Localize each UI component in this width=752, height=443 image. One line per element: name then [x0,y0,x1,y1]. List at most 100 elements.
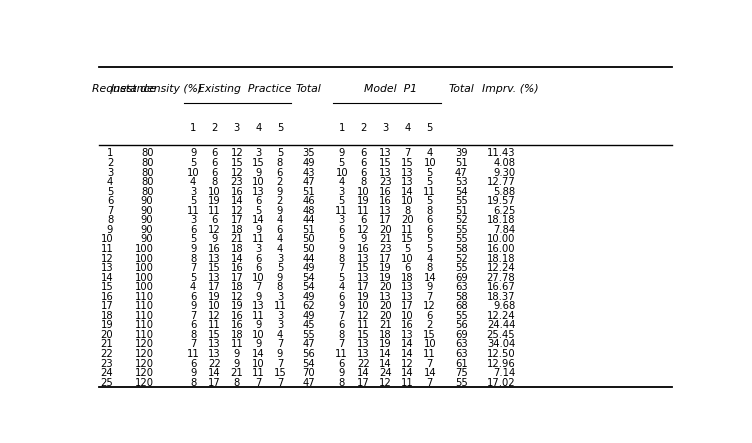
Text: 13: 13 [357,349,369,359]
Text: 52: 52 [455,215,468,225]
Text: 11: 11 [423,349,436,359]
Text: 15: 15 [401,234,414,245]
Text: 39: 39 [455,148,468,159]
Text: 15: 15 [101,282,114,292]
Text: 21: 21 [379,234,392,245]
Text: 25.45: 25.45 [487,330,515,340]
Text: 5.88: 5.88 [493,187,515,197]
Text: 16.00: 16.00 [487,244,515,254]
Text: 13: 13 [252,301,265,311]
Text: 18.18: 18.18 [487,253,515,264]
Text: 14: 14 [230,253,243,264]
Text: 7: 7 [277,358,283,369]
Text: 45: 45 [302,320,315,330]
Text: 120: 120 [135,358,153,369]
Text: 9: 9 [190,368,196,378]
Text: 18.18: 18.18 [487,215,515,225]
Text: 10: 10 [186,167,199,178]
Text: 15: 15 [423,330,436,340]
Text: 5: 5 [426,123,433,133]
Text: 7: 7 [338,263,345,273]
Text: 13: 13 [402,330,414,340]
Text: 24.44: 24.44 [487,320,515,330]
Text: Model  P1: Model P1 [363,84,417,94]
Text: 14: 14 [357,368,369,378]
Text: 55: 55 [455,311,468,321]
Text: 12.96: 12.96 [487,358,515,369]
Text: 23: 23 [379,244,392,254]
Text: 3: 3 [382,123,389,133]
Text: Existing  Practice: Existing Practice [198,84,291,94]
Text: 8: 8 [234,378,240,388]
Text: 90: 90 [141,234,153,245]
Text: 10: 10 [335,167,348,178]
Text: 20: 20 [379,225,392,235]
Text: 54: 54 [455,187,468,197]
Text: 2: 2 [277,196,283,206]
Text: 51: 51 [455,206,468,216]
Text: 7: 7 [426,291,433,302]
Text: 4: 4 [255,123,262,133]
Text: 51: 51 [455,158,468,168]
Text: 3: 3 [107,167,114,178]
Text: 3: 3 [190,187,196,197]
Text: Request density (%): Request density (%) [92,84,203,94]
Text: 100: 100 [135,272,153,283]
Text: 13: 13 [402,291,414,302]
Text: 10: 10 [252,330,265,340]
Text: 10: 10 [357,301,369,311]
Text: 5: 5 [107,187,114,197]
Text: 6: 6 [255,263,262,273]
Text: 15: 15 [357,263,370,273]
Text: 19: 19 [379,339,392,350]
Text: 80: 80 [141,187,153,197]
Text: 14: 14 [230,196,243,206]
Text: 5: 5 [277,123,283,133]
Text: 58: 58 [455,291,468,302]
Text: 5: 5 [190,272,196,283]
Text: 19: 19 [379,272,392,283]
Text: 22: 22 [208,358,221,369]
Text: 6.25: 6.25 [493,206,515,216]
Text: 13: 13 [208,349,221,359]
Text: 3: 3 [234,123,240,133]
Text: 27.78: 27.78 [487,272,515,283]
Text: 55: 55 [455,234,468,245]
Text: 110: 110 [135,301,153,311]
Text: 15: 15 [208,263,221,273]
Text: 20: 20 [379,301,392,311]
Text: 2: 2 [426,320,433,330]
Text: 9: 9 [277,349,283,359]
Text: 19: 19 [230,301,243,311]
Text: 43: 43 [302,167,315,178]
Text: 16.67: 16.67 [487,282,515,292]
Text: 68: 68 [455,301,468,311]
Text: 9: 9 [190,148,196,159]
Text: 9: 9 [277,187,283,197]
Text: Imprv. (%): Imprv. (%) [482,84,539,94]
Text: Total: Total [296,84,321,94]
Text: 15: 15 [252,158,265,168]
Text: 17: 17 [208,378,221,388]
Text: 11.43: 11.43 [487,148,515,159]
Text: 3: 3 [277,253,283,264]
Text: 4: 4 [338,177,345,187]
Text: 1: 1 [338,123,345,133]
Text: 15: 15 [274,368,287,378]
Text: 9: 9 [255,320,262,330]
Text: 13: 13 [208,253,221,264]
Text: 12: 12 [357,311,370,321]
Text: 6: 6 [211,148,218,159]
Text: 69: 69 [455,330,468,340]
Text: 23: 23 [230,177,243,187]
Text: 5: 5 [255,206,262,216]
Text: 6: 6 [338,358,345,369]
Text: 12: 12 [230,206,243,216]
Text: 17: 17 [101,301,114,311]
Text: 7: 7 [277,339,283,350]
Text: 55: 55 [455,378,468,388]
Text: 12: 12 [423,301,436,311]
Text: 19: 19 [357,196,370,206]
Text: 6: 6 [360,148,366,159]
Text: 12: 12 [230,148,243,159]
